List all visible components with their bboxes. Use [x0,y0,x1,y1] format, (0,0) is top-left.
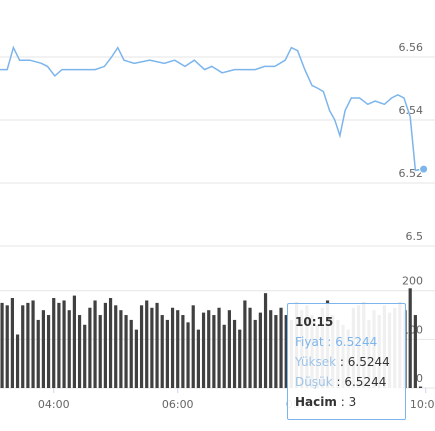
volume-bar [129,319,133,388]
volume-bar [176,310,180,388]
row-value: 6.5244 [335,335,378,349]
volume-bar [408,288,412,388]
volume-bar [284,315,288,388]
volume-bar [181,315,185,388]
volume-bar [145,300,149,388]
volume-bar [26,302,30,388]
volume-bar [269,310,273,388]
volume-bar [243,300,247,388]
volume-bar [21,305,25,388]
volume-bar [134,329,138,388]
y-tick-label: 0 [416,372,423,385]
separator: : [339,355,344,369]
volume-bar [139,305,144,388]
volume-bar [46,315,51,388]
volume-bar [62,300,66,388]
volume-bar [88,307,92,388]
volume-bar [263,293,268,388]
hover-point [419,164,429,174]
volume-bar [258,312,262,388]
volume-bar [165,319,169,388]
volume-bar [232,319,237,388]
volume-bar [227,310,231,388]
x-tick-label: 04:00 [38,398,70,411]
row-label: Yüksek [295,355,337,369]
volume-bar [160,315,164,388]
volume-bar [31,300,35,388]
y-tick-label: 6.56 [399,41,424,54]
volume-bar [418,386,423,388]
volume-bar [67,310,71,388]
y-tick-label: 200 [402,275,423,288]
volume-bar [413,315,417,388]
volume-bar [170,307,175,388]
volume-bar [274,315,278,388]
volume-bar [248,307,252,388]
volume-bar [103,302,107,388]
tooltip-row: Fiyat : 6.5244 [295,332,405,352]
volume-bar [114,305,118,388]
volume-bar [201,312,206,388]
tooltip: 10:15 Fiyat : 6.5244 Yüksek : 6.5244 Düş… [287,303,406,420]
volume-bar [222,324,226,388]
tooltip-title: 10:15 [295,315,334,329]
volume-bar [5,305,9,388]
volume-bar [72,295,76,388]
volume-bar [52,298,56,388]
x-tick-label: 06:00 [162,398,194,411]
volume-bar [150,307,154,388]
volume-bar [41,310,45,388]
tooltip-row: Düşük : 6.5244 [295,372,405,392]
separator: : [340,395,345,409]
volume-bar [77,315,82,388]
volume-bar [10,298,14,388]
volume-bar [191,305,195,388]
row-value: 6.5244 [347,355,390,369]
volume-bar [155,302,159,388]
volume-bar [279,307,283,388]
y-tick-label: 6.5 [406,230,424,243]
row-label: Düşük [295,375,333,389]
separator: : [336,375,341,389]
volume-bar [108,298,113,388]
y-tick-label: 6.54 [399,104,424,117]
tooltip-row: Hacim : 3 [295,392,405,412]
volume-bar [186,322,190,388]
price-line [0,45,424,172]
volume-bar [196,329,200,388]
volume-bar [0,302,4,388]
volume-bar [212,315,216,388]
y-tick-label: 100 [402,323,423,336]
volume-bar [57,302,61,388]
volume-bar [207,310,211,388]
row-value: 3 [348,395,357,409]
volume-bar [93,300,97,388]
volume-bar [119,310,123,388]
volume-bar [253,319,257,388]
volume-bar [124,315,128,388]
volume-bar [98,315,102,388]
volume-bar [217,307,221,388]
volume-bar [238,329,242,388]
tooltip-row: Yüksek : 6.5244 [295,352,405,372]
volume-bar [83,324,87,388]
volume-bar [15,334,20,388]
row-label: Hacim [295,395,337,409]
row-label: Fiyat [295,335,324,349]
row-value: 6.5244 [344,375,387,389]
separator: : [327,335,332,349]
volume-bar [36,319,40,388]
x-tick-label: 10:00 [410,398,435,411]
